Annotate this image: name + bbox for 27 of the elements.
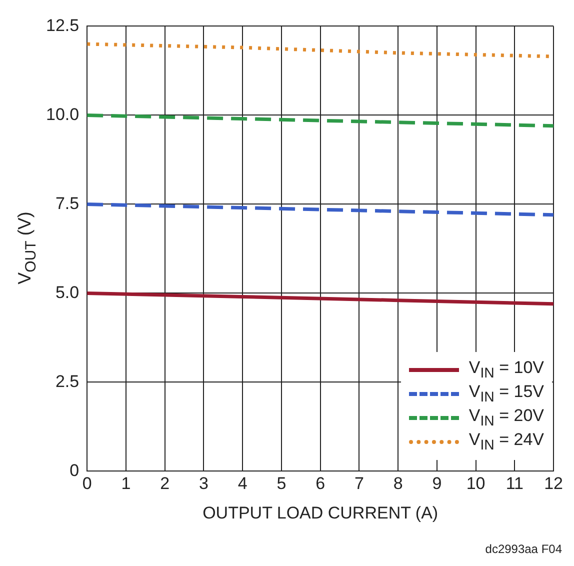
line-series xyxy=(87,202,554,217)
x-tick-label: 9 xyxy=(432,474,442,494)
x-tick-label: 2 xyxy=(160,474,170,494)
legend-label: V$_{IN}$ = 24V xyxy=(468,430,544,454)
line-series xyxy=(87,113,554,128)
legend-label: V$_{IN}$ = 15V xyxy=(468,382,544,406)
y-tick-label: 7.5 xyxy=(55,194,80,213)
x-tick-label: 12 xyxy=(544,474,564,494)
x-tick-label: 0 xyxy=(82,474,92,494)
x-tick-label: 11 xyxy=(506,474,524,494)
x-tick-label: 7 xyxy=(354,474,364,494)
x-axis-title: OUTPUT LOAD CURRENT (A) xyxy=(202,503,438,522)
y-tick-label: 5.0 xyxy=(55,282,80,302)
y-tick-label: 12.5 xyxy=(46,16,80,35)
y-tick-label: 2.5 xyxy=(55,372,80,391)
x-tick-label: 10 xyxy=(466,474,486,494)
x-tick-label: 3 xyxy=(198,474,208,494)
x-tick-label: 4 xyxy=(238,474,248,494)
y-tick-label: 0 xyxy=(70,460,80,480)
y-tick-label: 10.0 xyxy=(46,104,80,124)
x-tick-label: 6 xyxy=(316,474,326,494)
legend-label: V$_{IN}$ = 10V xyxy=(468,358,544,382)
x-tick-label: 8 xyxy=(393,474,403,494)
text: dc2993aa F04 xyxy=(485,542,562,556)
legend-label: V$_{IN}$ = 20V xyxy=(468,406,544,430)
x-tick-label: 1 xyxy=(121,474,131,494)
x-tick-label: 5 xyxy=(276,474,286,494)
